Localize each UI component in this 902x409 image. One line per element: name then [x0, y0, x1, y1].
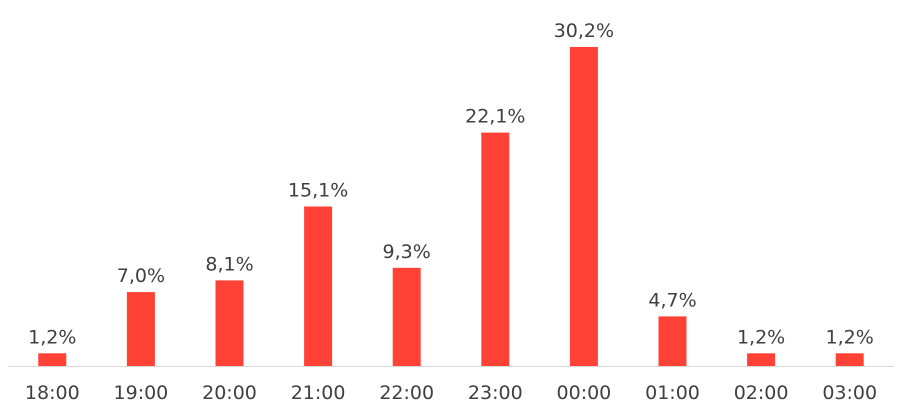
data-label-0300: 1,2% [826, 326, 874, 348]
x-tick-label-2300: 23:00 [468, 382, 523, 404]
bar-0300 [835, 353, 864, 366]
bar-0100 [658, 316, 687, 366]
data-label-1800: 1,2% [28, 326, 76, 348]
bar-2200 [392, 267, 421, 366]
data-label-2200: 9,3% [383, 241, 431, 263]
x-tick-label-2100: 21:00 [291, 382, 346, 404]
x-tick-label-0000: 00:00 [557, 382, 612, 404]
data-label-2300: 22,1% [465, 106, 525, 128]
bars-layer [38, 47, 864, 366]
data-label-2000: 8,1% [205, 253, 253, 275]
data-label-0200: 1,2% [737, 326, 785, 348]
x-tick-label-1900: 19:00 [114, 382, 169, 404]
data-label-2100: 15,1% [288, 180, 348, 202]
bar-1800 [38, 353, 67, 366]
data-label-0100: 4,7% [648, 289, 696, 311]
value-labels-layer: 1,2% 7,0% 8,1% 15,1% 9,3% 22,1% 30,2% 4,7% 1,2% 1… [28, 20, 874, 348]
x-tick-label-2000: 20:00 [202, 382, 257, 404]
x-tick-label-2200: 22:00 [379, 382, 434, 404]
x-tick-labels-layer: 18:00 19:00 20:00 21:00 22:00 23:00 00:00 01:00… [25, 382, 877, 404]
data-label-1900: 7,0% [117, 265, 165, 287]
x-tick-label-0300: 03:00 [822, 382, 877, 404]
x-tick-label-0200: 02:00 [734, 382, 789, 404]
x-tick-label-0100: 01:00 [645, 382, 700, 404]
bar-0200 [747, 353, 776, 366]
bar-2000 [215, 280, 244, 366]
data-label-0000: 30,2% [554, 20, 614, 42]
bar-1900 [126, 292, 155, 366]
bar-2300 [481, 132, 510, 366]
bar-0000 [569, 47, 598, 366]
bar-2100 [304, 206, 333, 366]
x-tick-label-1800: 18:00 [25, 382, 80, 404]
